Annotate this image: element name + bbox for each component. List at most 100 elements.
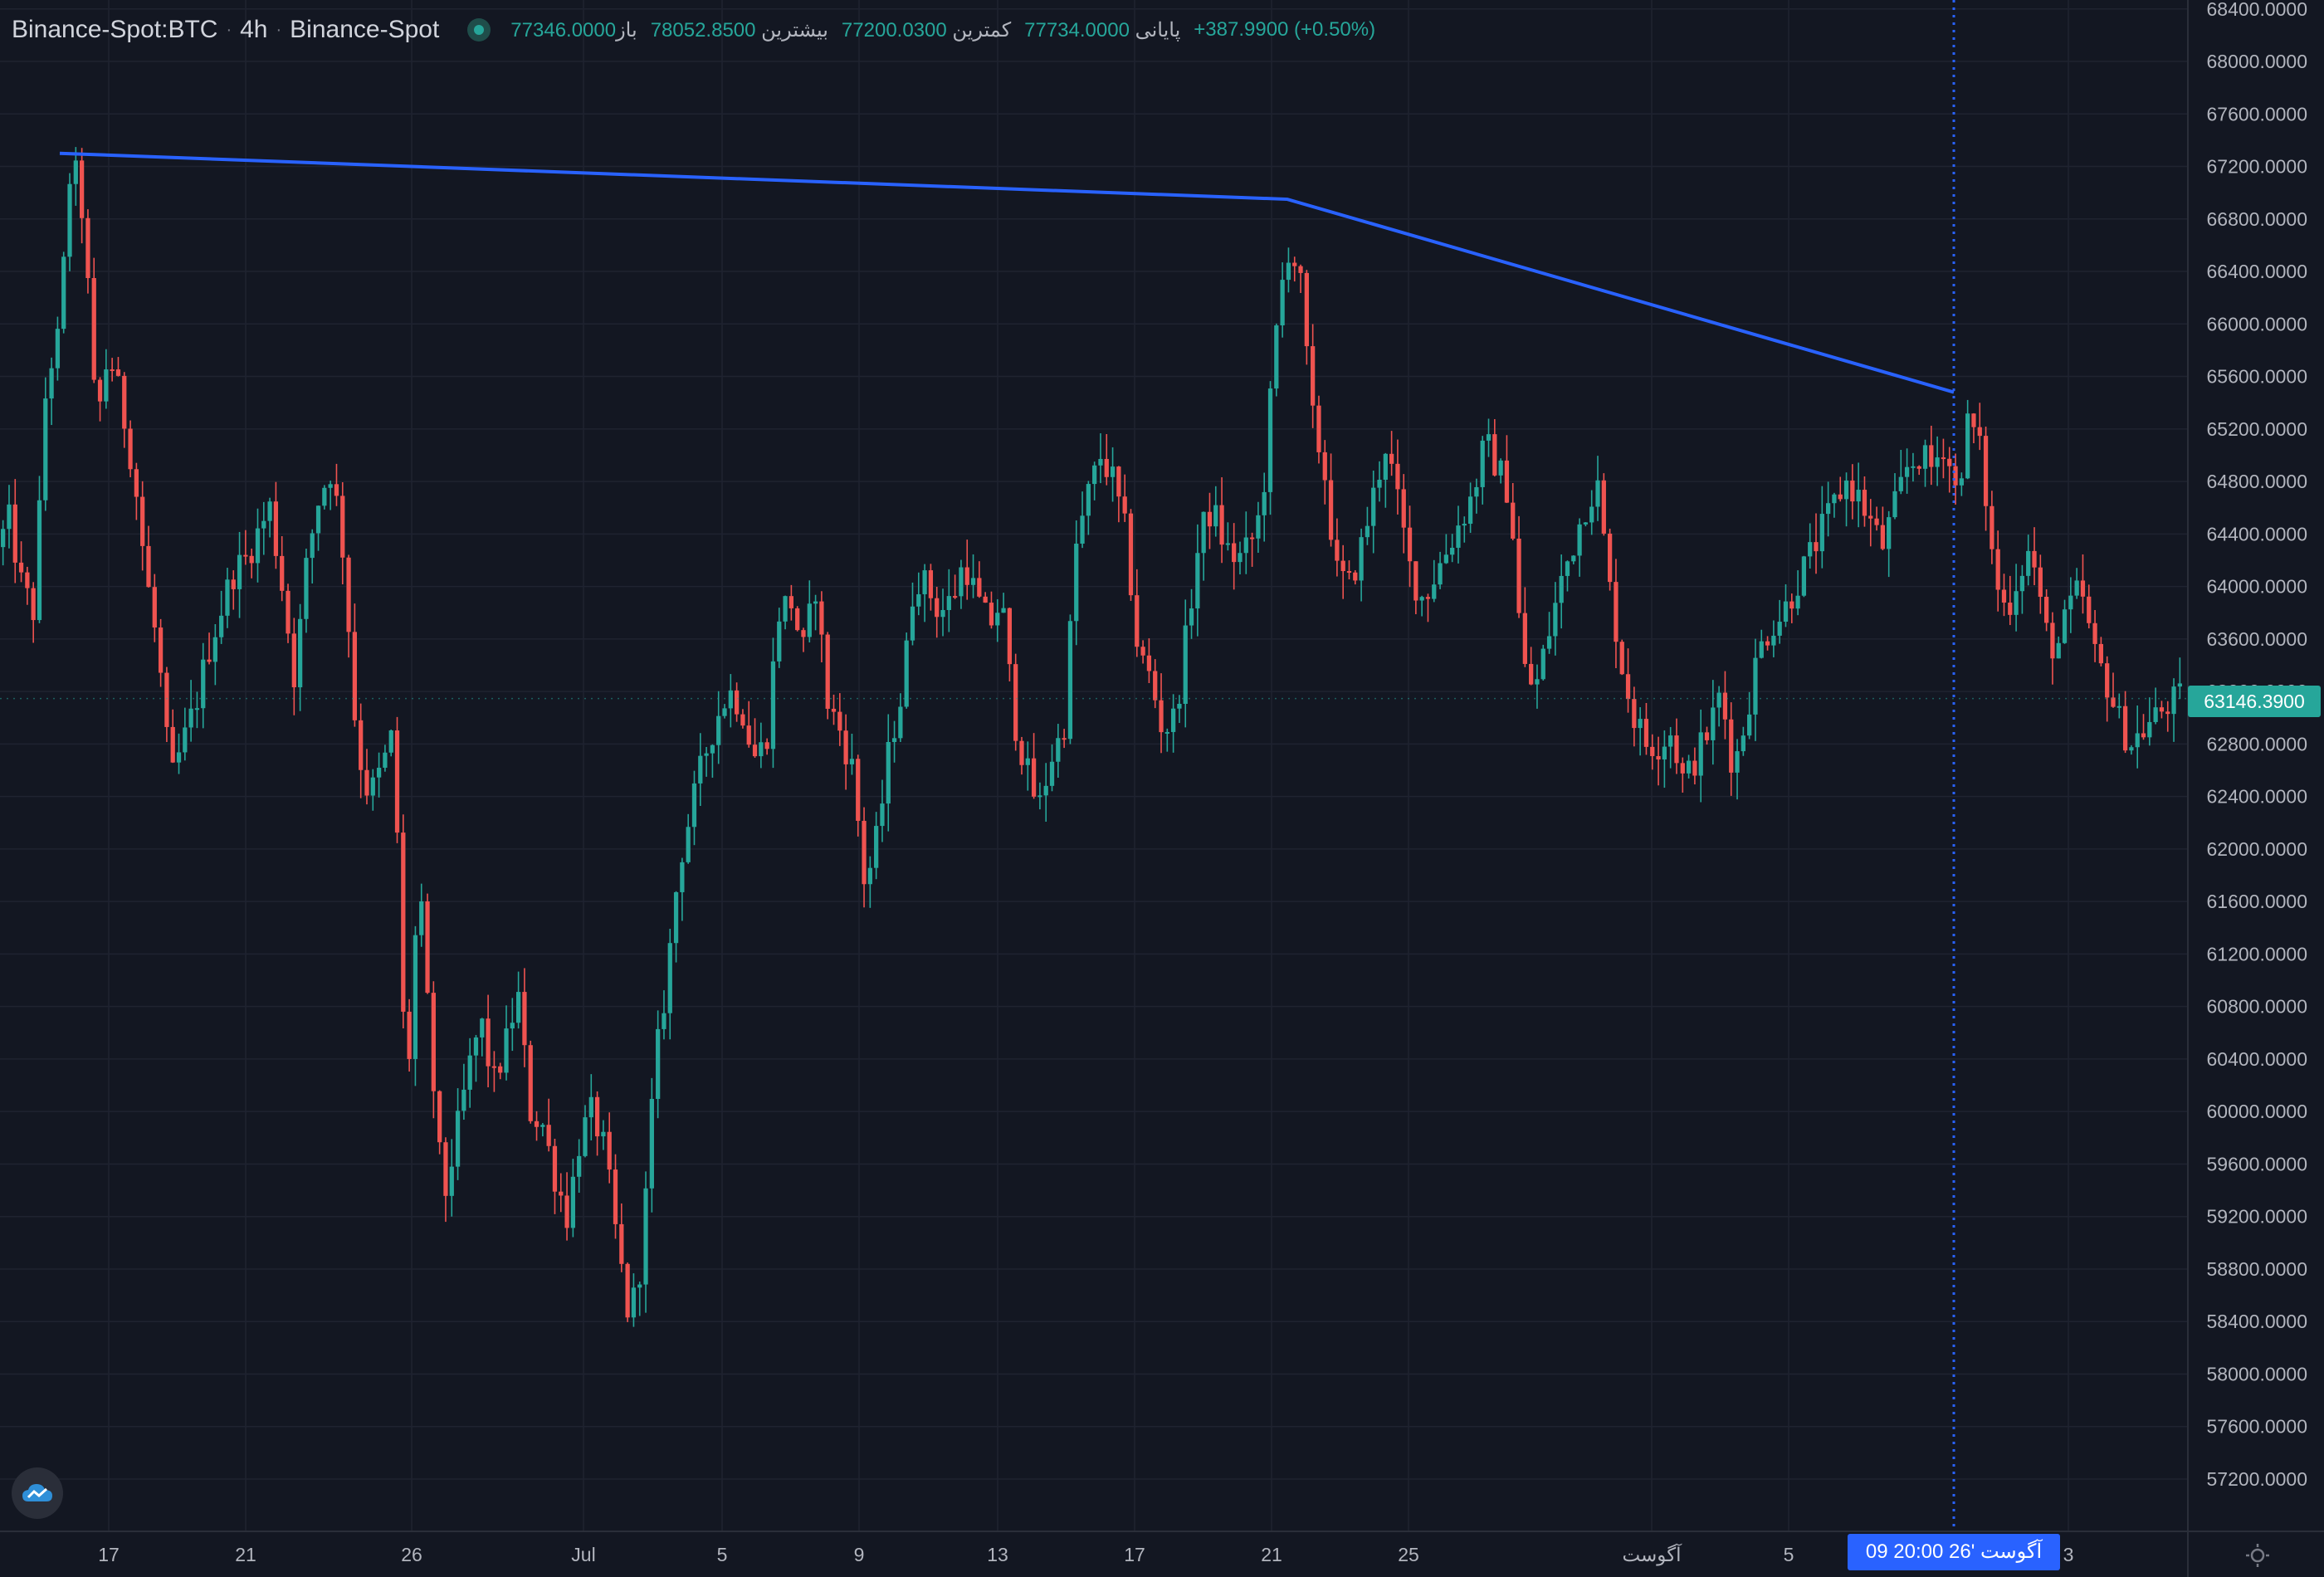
candle-body bbox=[2165, 711, 2170, 715]
candle-body bbox=[467, 1055, 472, 1090]
change-value: +387.9900 (+0.50%) bbox=[1194, 18, 1376, 41]
price-tick-label: 59600.0000 bbox=[2206, 1153, 2307, 1174]
candle-body bbox=[219, 615, 224, 637]
candle-body bbox=[413, 935, 418, 1059]
candle-body bbox=[1219, 505, 1224, 545]
candle-body bbox=[1098, 458, 1103, 466]
candle-body bbox=[61, 256, 66, 330]
candle-body bbox=[1377, 480, 1382, 488]
candle-body bbox=[455, 1111, 461, 1167]
candle-body bbox=[1529, 663, 1534, 685]
candle-body bbox=[1577, 524, 1582, 556]
candle-body bbox=[1607, 533, 1613, 583]
symbol-name[interactable]: Binance-Spot:BTC bbox=[12, 16, 218, 43]
candle-body bbox=[1995, 549, 2000, 590]
price-tick-label: 58400.0000 bbox=[2206, 1311, 2307, 1332]
candle-body bbox=[1340, 560, 1345, 572]
candle-body bbox=[843, 730, 848, 764]
candle-body bbox=[1971, 413, 1976, 427]
candle-body bbox=[364, 769, 369, 796]
candle-body bbox=[746, 725, 751, 745]
candle-body bbox=[964, 567, 969, 585]
candle-body bbox=[2074, 580, 2079, 596]
candle-body bbox=[583, 1117, 588, 1156]
candle-body bbox=[1686, 760, 1692, 774]
candle-body bbox=[1243, 537, 1248, 554]
candle-body bbox=[995, 613, 1000, 626]
candle-body bbox=[770, 661, 776, 749]
candle-body bbox=[1474, 486, 1479, 497]
candle-body bbox=[2129, 747, 2134, 751]
candle-body bbox=[1765, 641, 1770, 646]
candle-body bbox=[79, 160, 85, 218]
candle-body bbox=[1735, 751, 1740, 773]
candle-body bbox=[2159, 707, 2165, 712]
candle-body bbox=[207, 659, 212, 662]
candle-body bbox=[1025, 758, 1030, 765]
interval-label[interactable]: 4h bbox=[240, 16, 268, 43]
candle-body bbox=[297, 618, 303, 688]
exchange-label: Binance-Spot bbox=[290, 16, 440, 43]
candle-body bbox=[1177, 704, 1182, 709]
time-tick-label: 5 bbox=[1784, 1544, 1794, 1565]
candle-body bbox=[2122, 706, 2128, 751]
candle-body bbox=[643, 1188, 648, 1285]
market-status-icon[interactable] bbox=[467, 18, 491, 42]
time-tick-label: 17 bbox=[1124, 1544, 1145, 1565]
price-tick-label: 62000.0000 bbox=[2206, 838, 2307, 860]
candle-body bbox=[2056, 642, 2061, 659]
candle-body bbox=[1571, 555, 1576, 562]
candle-body bbox=[1747, 714, 1752, 736]
candle-body bbox=[340, 496, 345, 558]
candle-body bbox=[1990, 505, 1994, 549]
candle-body bbox=[2116, 706, 2121, 708]
candle-body bbox=[613, 1169, 618, 1224]
candle-body bbox=[601, 1131, 606, 1137]
candle-body bbox=[886, 741, 891, 804]
candle-body bbox=[188, 708, 193, 728]
candle-body bbox=[2092, 622, 2097, 644]
candle-body bbox=[1838, 494, 1843, 500]
candle-body bbox=[1267, 388, 1273, 492]
candle-body bbox=[255, 528, 261, 564]
high-value: 78052.8500 bbox=[650, 18, 756, 42]
candle-body bbox=[49, 368, 54, 399]
candle-body bbox=[1692, 760, 1697, 776]
candle-body bbox=[716, 715, 721, 745]
price-tick-label: 66000.0000 bbox=[2206, 313, 2307, 334]
cloud-logo-icon[interactable] bbox=[12, 1467, 63, 1519]
candle-body bbox=[1207, 511, 1213, 527]
candle-body bbox=[122, 375, 127, 429]
settings-icon[interactable] bbox=[2243, 1540, 2273, 1570]
candle-body bbox=[1819, 514, 1824, 552]
candle-body bbox=[831, 708, 837, 712]
candle-body bbox=[1316, 405, 1321, 452]
candle-body bbox=[2135, 733, 2140, 748]
candle-body bbox=[43, 398, 48, 500]
candle-body bbox=[1353, 572, 1358, 581]
candle-body bbox=[1238, 553, 1243, 563]
candle-body bbox=[2080, 580, 2086, 597]
candle-body bbox=[570, 1176, 576, 1228]
candle-body bbox=[1395, 463, 1400, 490]
candle-body bbox=[1413, 561, 1418, 601]
candle-body bbox=[146, 545, 151, 588]
candle-body bbox=[607, 1131, 612, 1170]
time-tick-label: 17 bbox=[98, 1544, 120, 1565]
candle-body bbox=[25, 572, 30, 588]
price-tick-label: 62800.0000 bbox=[2206, 733, 2307, 754]
candle-body bbox=[874, 826, 879, 868]
candle-body bbox=[1450, 547, 1455, 555]
candle-body bbox=[1249, 537, 1255, 540]
candle-body bbox=[649, 1098, 654, 1189]
candle-body bbox=[1074, 543, 1079, 622]
candle-body bbox=[534, 1120, 540, 1127]
candle-body bbox=[1789, 601, 1794, 609]
candle-body bbox=[73, 160, 78, 184]
candle-body bbox=[110, 369, 115, 372]
trendline[interactable] bbox=[59, 151, 1955, 394]
candle-body bbox=[1722, 692, 1728, 720]
candle-body bbox=[407, 1011, 412, 1059]
